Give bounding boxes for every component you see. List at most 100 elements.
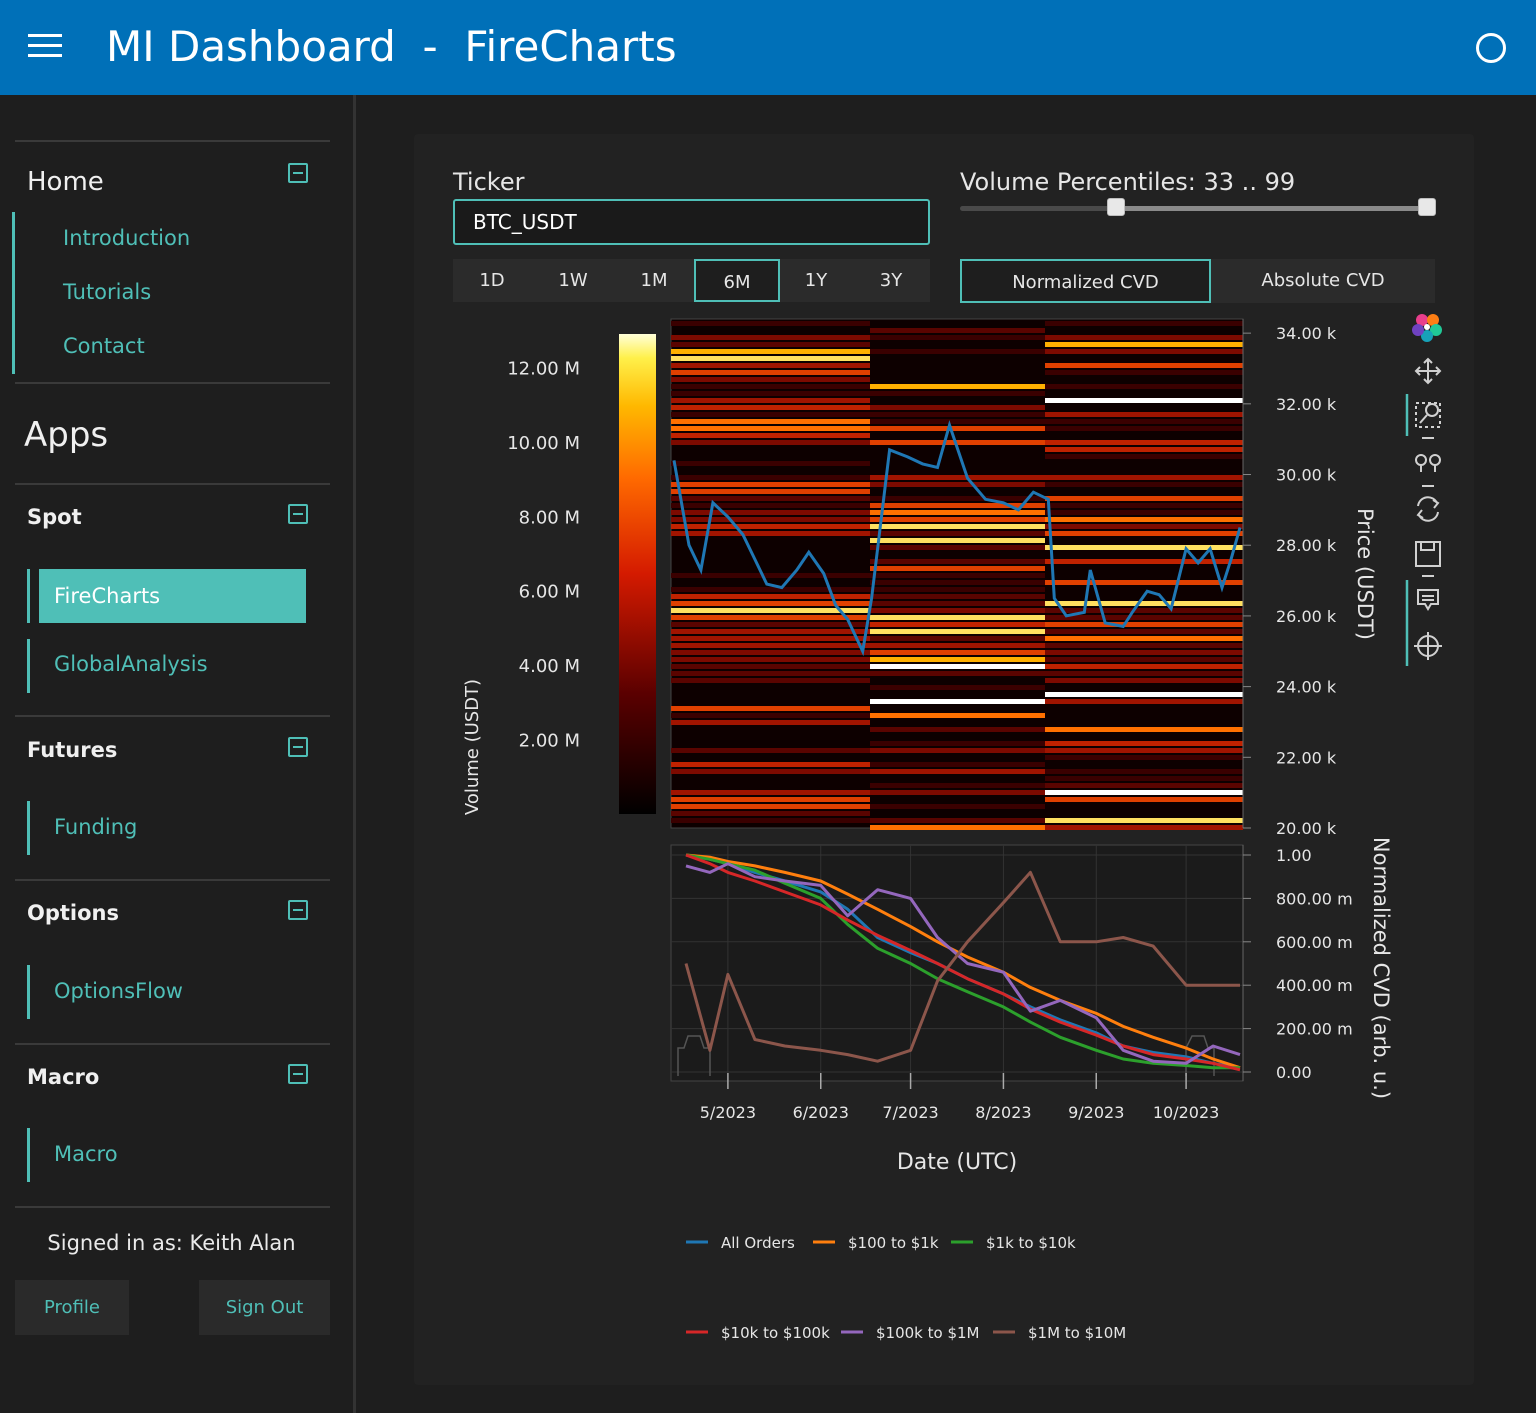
compare-hover-icon[interactable]	[1415, 454, 1441, 487]
date-tick-label: 6/2023	[793, 1103, 849, 1122]
heatmap-cell	[870, 328, 1045, 333]
heatmap-cell	[870, 650, 1045, 655]
ticker-input[interactable]	[453, 199, 930, 245]
heatmap-cell	[671, 811, 870, 816]
range-1y-button[interactable]: 1Y	[804, 270, 828, 291]
heatmap-cell	[870, 517, 1045, 522]
range-1d-button[interactable]: 1D	[479, 270, 505, 291]
normalized-cvd-button[interactable]: Normalized CVD	[960, 259, 1211, 303]
legend-item[interactable]: $1k to $10k	[951, 1234, 1076, 1252]
range-3y-button[interactable]: 3Y	[879, 270, 903, 291]
legend-label: $1k to $10k	[986, 1234, 1076, 1252]
heatmap-cell	[671, 713, 870, 718]
macro-collapse-icon[interactable]	[288, 1064, 308, 1084]
home-collapse-icon[interactable]	[288, 163, 308, 183]
heatmap-cell	[671, 622, 870, 627]
heatmap-cell	[1045, 629, 1243, 634]
heatmap-cell	[870, 349, 1045, 354]
absolute-cvd-button[interactable]: Absolute CVD	[1261, 270, 1385, 291]
plotly-logo-icon[interactable]	[1412, 314, 1442, 342]
options-collapse-icon[interactable]	[288, 900, 308, 920]
slider-handle-high[interactable]	[1418, 198, 1437, 216]
heatmap-cell	[671, 433, 870, 438]
save-image-icon[interactable]	[1415, 541, 1441, 577]
heatmap-cell	[1045, 776, 1243, 781]
options-heading: Options	[27, 901, 119, 925]
price-line	[672, 419, 1242, 657]
price-axis: 20.00 k 22.00 k 24.00 k 26.00 k 28.00 k 30.00…	[1242, 319, 1337, 838]
spot-collapse-icon[interactable]	[288, 504, 308, 524]
heatmap-cell	[870, 713, 1045, 718]
heatmap-cell	[870, 559, 1045, 564]
nav-indicator	[27, 965, 30, 1019]
sidebar-item-globalanalysis[interactable]: GlobalAnalysis	[54, 652, 208, 676]
range-6m-button[interactable]: 6M	[694, 259, 780, 302]
heatmap-cell	[671, 342, 870, 347]
box-zoom-icon[interactable]	[1415, 402, 1441, 439]
heatmap-cell	[671, 643, 870, 648]
status-circle-icon[interactable]	[1476, 33, 1506, 63]
range-1m-button[interactable]: 1M	[640, 270, 668, 291]
futures-collapse-icon[interactable]	[288, 737, 308, 757]
heatmap-cell	[1045, 601, 1243, 606]
sidebar-item-funding[interactable]: Funding	[54, 815, 138, 839]
top-app-bar: MI Dashboard - FireCharts	[0, 0, 1536, 95]
heatmap-cell	[671, 804, 870, 809]
volume-percentile-slider[interactable]	[960, 198, 1437, 216]
profile-button[interactable]: Profile	[15, 1280, 129, 1335]
heatmap-cell	[1045, 678, 1243, 683]
ticker-label: Ticker	[453, 168, 525, 196]
heatmap-cell	[1045, 503, 1243, 508]
cvd-series-line	[684, 870, 1240, 1063]
hover-tooltip-icon[interactable]	[1417, 589, 1439, 611]
heatmap-cell	[1045, 321, 1243, 326]
heatmap-cell	[671, 706, 870, 711]
colorbar-ticks: 2.00 M 4.00 M 6.00 M 8.00 M 10.00 M 12.00 M	[507, 358, 580, 751]
sidebar-item-optionsflow[interactable]: OptionsFlow	[54, 979, 183, 1003]
divider	[15, 1043, 330, 1045]
heatmap-cell	[671, 573, 870, 578]
heatmap-cell	[671, 356, 870, 361]
cvd-series-line	[685, 853, 1240, 1070]
price-tick-label: 30.00 k	[1276, 466, 1337, 485]
menu-icon[interactable]	[28, 34, 62, 60]
heatmap-cell	[870, 482, 1045, 487]
legend-item[interactable]: All Orders	[686, 1234, 795, 1252]
reset-axes-icon[interactable]	[1416, 496, 1440, 522]
heatmap-cell	[870, 384, 1045, 389]
legend-item[interactable]: $10k to $100k	[686, 1324, 830, 1342]
sidebar-item-firecharts[interactable]: FireCharts	[39, 569, 306, 623]
sidebar-item-macro[interactable]: Macro	[54, 1142, 118, 1166]
price-tick-label: 24.00 k	[1276, 678, 1337, 697]
date-tick-label: 9/2023	[1068, 1103, 1124, 1122]
sign-out-button[interactable]: Sign Out	[199, 1280, 330, 1335]
pan-icon[interactable]	[1414, 357, 1442, 385]
range-1w-button[interactable]: 1W	[558, 270, 588, 291]
sidebar-item-tutorials[interactable]: Tutorials	[63, 280, 152, 304]
cvd-series-line	[685, 862, 1241, 1065]
legend-item[interactable]: $1M to $10M	[993, 1324, 1126, 1342]
heatmap-cell	[1045, 755, 1243, 760]
legend-item[interactable]: $100 to $1k	[813, 1234, 939, 1252]
sidebar-item-contact[interactable]: Contact	[63, 334, 145, 358]
heatmap-cell	[1045, 482, 1243, 487]
firecharts-figure: 2.00 M 4.00 M 6.00 M 8.00 M 10.00 M 12.00 M V…	[462, 314, 1442, 1342]
heatmap-cell	[870, 440, 1045, 445]
slider-handle-low[interactable]	[1106, 198, 1125, 216]
heatmap-cell	[1045, 825, 1243, 830]
heatmap-cell	[1045, 769, 1243, 774]
heatmap-cell	[870, 622, 1045, 627]
heatmap-cell	[1045, 783, 1243, 788]
legend-item[interactable]: $100k to $1M	[841, 1324, 979, 1342]
cvd-tick-label: 1.00	[1276, 846, 1312, 865]
price-tick-label: 26.00 k	[1276, 607, 1337, 626]
heatmap-cell	[671, 510, 870, 515]
crosshair-icon[interactable]	[1414, 632, 1442, 660]
heatmap-cell	[870, 426, 1045, 431]
heatmap-cell	[671, 748, 870, 753]
heatmap-cell	[1045, 419, 1243, 424]
sidebar-item-introduction[interactable]: Introduction	[63, 226, 191, 250]
heatmap-cell	[870, 419, 1045, 424]
colorbar-tick-label: 2.00 M	[519, 731, 580, 752]
heatmap-cell	[1045, 559, 1243, 564]
